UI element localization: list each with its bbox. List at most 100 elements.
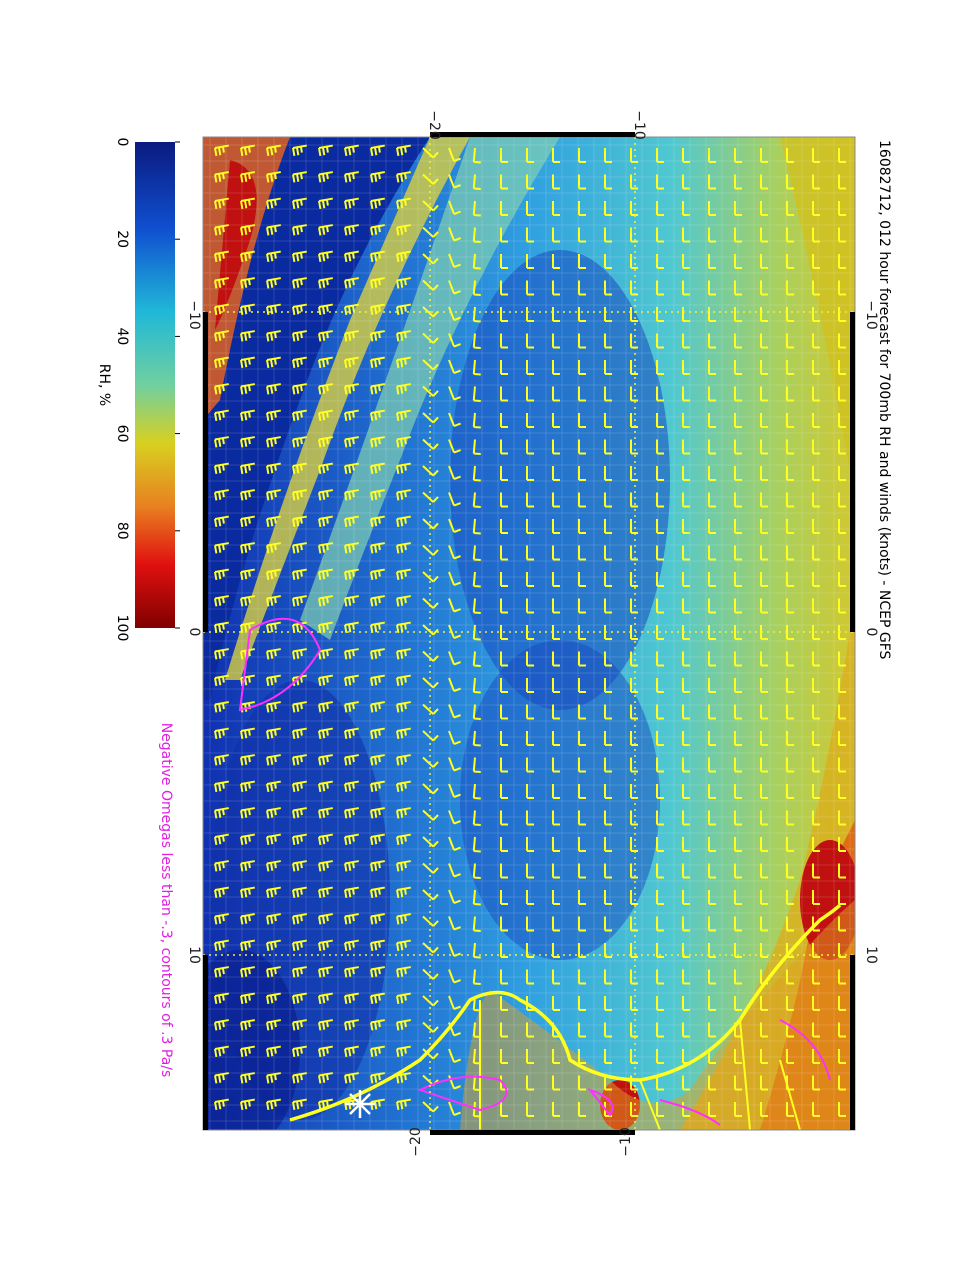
wind-barb xyxy=(318,621,333,634)
wind-barb xyxy=(292,277,307,289)
wind-barb xyxy=(422,624,439,636)
wind-barb xyxy=(448,253,461,269)
wind-barb xyxy=(578,545,586,561)
wind-barb xyxy=(266,1072,281,1084)
wind-barb xyxy=(500,625,508,640)
wind-barb xyxy=(472,730,481,747)
wind-barb xyxy=(266,833,281,846)
wind-barb xyxy=(812,492,820,508)
wind-barb xyxy=(656,943,664,958)
wind-barb xyxy=(734,519,742,534)
wind-barb xyxy=(266,330,281,342)
wind-barb xyxy=(344,436,359,448)
wind-barb xyxy=(500,492,508,508)
wind-barb xyxy=(630,572,638,587)
wind-barb xyxy=(214,886,229,899)
wind-barb xyxy=(266,436,281,448)
wind-barb xyxy=(344,330,359,342)
wind-barb xyxy=(838,1075,846,1091)
wind-barb xyxy=(500,757,508,773)
wind-barb xyxy=(240,1072,255,1084)
wind-barb xyxy=(396,992,411,1005)
wind-barb xyxy=(708,996,716,1011)
wind-barb xyxy=(578,598,586,614)
wind-barb xyxy=(760,890,768,905)
wind-barb xyxy=(396,939,411,952)
wind-barb xyxy=(422,1021,439,1033)
wind-barb xyxy=(552,201,560,216)
wind-barb xyxy=(838,333,846,349)
wind-barb xyxy=(578,572,586,587)
wind-barb xyxy=(344,250,359,263)
wind-barb xyxy=(656,280,664,296)
wind-barb xyxy=(396,701,411,713)
wind-barb xyxy=(500,890,508,905)
wind-barb xyxy=(396,913,411,925)
wind-barb xyxy=(526,784,534,799)
wind-barb xyxy=(578,1022,586,1038)
wind-barb xyxy=(812,545,820,561)
wind-barb xyxy=(786,413,794,428)
wind-barb xyxy=(656,757,664,773)
wind-barb xyxy=(266,780,281,793)
wind-barb xyxy=(786,837,794,852)
wind-barb xyxy=(472,916,481,933)
wind-barb xyxy=(318,939,333,952)
wind-barb xyxy=(292,303,307,316)
wind-barb xyxy=(214,197,229,210)
wind-barb xyxy=(500,254,508,269)
wind-barb xyxy=(266,489,281,501)
wind-barb xyxy=(240,224,255,236)
wind-barb xyxy=(422,995,439,1007)
wind-barb xyxy=(370,568,385,581)
wind-barb xyxy=(708,572,716,587)
wind-barb xyxy=(526,466,534,481)
wind-barb xyxy=(604,386,612,402)
wind-barb xyxy=(708,413,716,428)
wind-barb xyxy=(344,886,359,899)
wind-barb xyxy=(448,730,461,746)
wind-barb xyxy=(708,1075,716,1091)
wind-barb xyxy=(240,330,255,342)
wind-barb xyxy=(656,148,664,163)
wind-barb xyxy=(448,359,461,375)
wind-barb xyxy=(708,916,716,932)
wind-barb xyxy=(760,572,768,587)
wind-barb xyxy=(526,413,534,428)
wind-barb xyxy=(292,780,307,793)
wind-barb xyxy=(630,810,638,826)
wind-barb xyxy=(578,1049,586,1064)
wind-barb xyxy=(240,144,255,157)
wind-barb xyxy=(812,572,820,587)
wind-barb xyxy=(292,939,307,952)
wind-barb xyxy=(578,969,586,985)
wind-barb xyxy=(344,621,359,634)
wind-barb xyxy=(838,890,846,905)
wind-barb xyxy=(240,621,255,634)
wind-barb xyxy=(214,833,229,846)
wind-barb xyxy=(500,678,508,693)
wind-barb xyxy=(786,1102,794,1117)
wind-barb xyxy=(656,784,664,799)
wind-barb xyxy=(630,757,638,773)
wind-barb xyxy=(786,466,794,481)
wind-barb xyxy=(838,307,846,322)
wind-barb xyxy=(760,1075,768,1091)
wind-barb xyxy=(318,568,333,581)
wind-barb xyxy=(396,356,411,369)
wind-barb xyxy=(578,1102,586,1117)
wind-barb xyxy=(214,515,229,528)
wind-barb xyxy=(578,439,586,455)
wind-barb xyxy=(708,360,716,375)
wind-barb xyxy=(292,886,307,899)
wind-barb xyxy=(578,678,586,693)
wind-barb xyxy=(448,1048,461,1064)
wind-barb xyxy=(448,810,461,825)
wind-barb xyxy=(734,890,742,905)
wind-barb xyxy=(266,913,281,925)
wind-barb xyxy=(682,704,690,720)
wind-barb xyxy=(448,439,461,454)
wind-barb xyxy=(500,439,508,455)
wind-barb xyxy=(578,413,586,428)
wind-barb xyxy=(370,250,385,263)
